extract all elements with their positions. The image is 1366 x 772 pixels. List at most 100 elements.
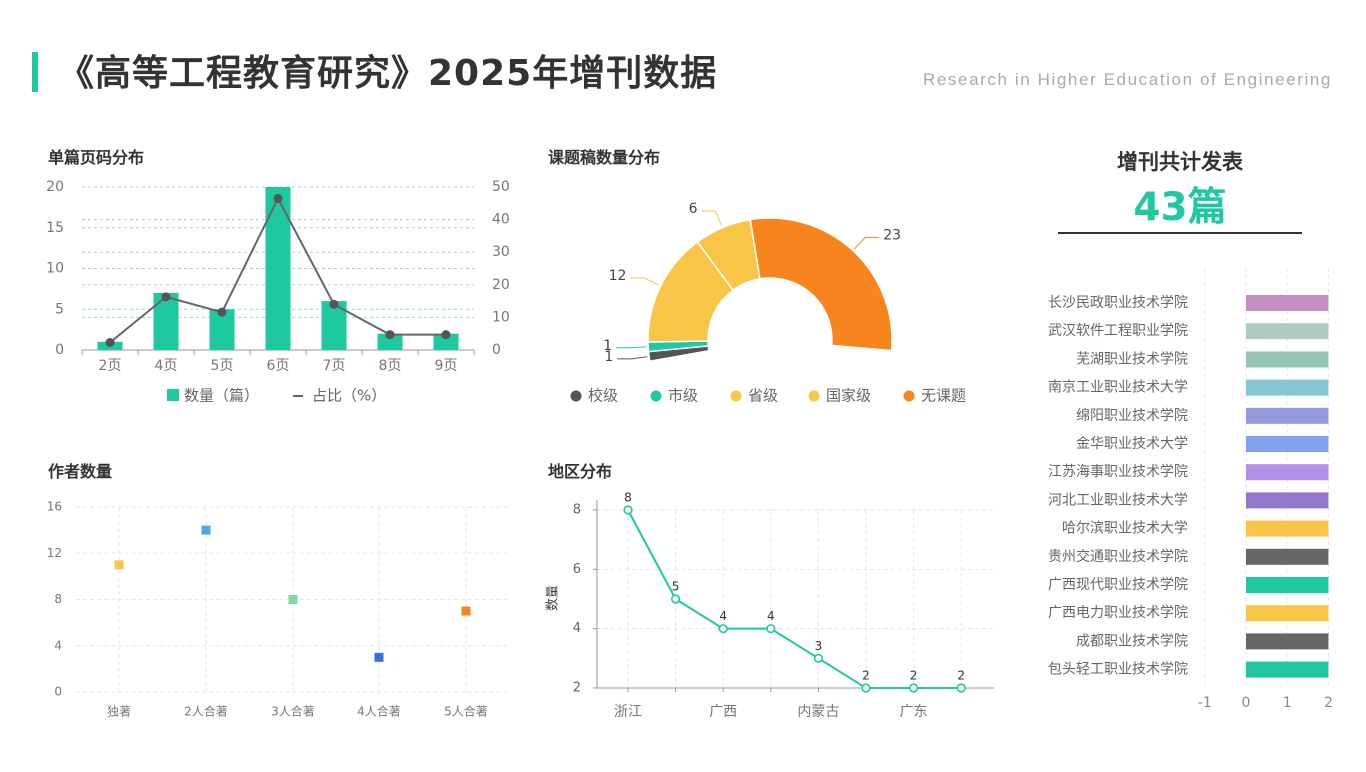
bar-南京工业职业技术大学 (1246, 379, 1329, 396)
line-point-9页 (441, 330, 451, 340)
x-tick-label: 2人合著 (184, 704, 228, 719)
y-tick-label: 8 (54, 592, 62, 606)
bar-label-南京工业职业技术大学: 南京工业职业技术大学 (1048, 380, 1188, 396)
line-point (813, 653, 824, 663)
bar-4页 (153, 292, 179, 350)
data-label: 2 (862, 669, 870, 683)
slice-label-市级: 1 (603, 338, 612, 354)
data-label: 4 (719, 609, 727, 623)
x-tick-label: 2 (1324, 695, 1333, 711)
y-right-tick-label: 30 (492, 244, 510, 260)
page-subtitle: Research in Higher Education of Engineer… (922, 70, 1332, 89)
legend-label-省级: 省级 (748, 387, 778, 405)
y-tick-label: 0 (54, 685, 62, 699)
series-line (627, 509, 962, 689)
bar-芜湖职业技术学院 (1246, 351, 1329, 368)
y-right-tick-label: 40 (492, 212, 510, 228)
bar-长沙民政职业技术学院 (1246, 295, 1329, 311)
bar-label-江苏海事职业技术学院: 江苏海事职业技术学院 (1048, 464, 1188, 480)
total-value: 43篇 (1133, 185, 1227, 230)
y-tick-label: 4 (54, 638, 62, 652)
x-tick-label: 独著 (107, 705, 131, 719)
line-point (670, 594, 681, 604)
x-tick-label: 6页 (267, 358, 290, 374)
slice-leader-市级 (616, 346, 647, 349)
bar-绵阳职业技术学院 (1246, 407, 1329, 424)
data-label: 8 (624, 491, 632, 505)
bar-贵州交通职业技术学院 (1246, 548, 1329, 565)
line-point-5页 (217, 307, 227, 317)
y-right-tick-label: 20 (492, 277, 510, 293)
x-tick-label: 8页 (379, 358, 402, 374)
bar-label-包头轻工职业技术学院: 包头轻工职业技术学院 (1048, 662, 1188, 678)
point-5人合著 (461, 606, 471, 616)
chart-title-page-count: 单篇页码分布 (48, 148, 145, 167)
x-tick-label: 4人合著 (357, 704, 401, 719)
bar-6页 (265, 187, 291, 350)
bar-label-绵阳职业技术学院: 绵阳职业技术学院 (1076, 407, 1188, 424)
line-point-8页 (385, 330, 395, 340)
bar-label-河北工业职业技术大学: 河北工业职业技术大学 (1048, 492, 1188, 508)
y-tick-label: 8 (573, 503, 581, 518)
slice-label-校级: 1 (604, 349, 613, 365)
y-tick-label: 16 (47, 500, 62, 514)
y-right-tick-label: 0 (492, 342, 501, 358)
slice-leader-国家级 (701, 210, 723, 226)
page-title: 《高等工程教育研究》2025年增刊数据 (58, 53, 718, 94)
point-独著 (114, 560, 124, 570)
data-label: 3 (815, 639, 823, 653)
bar-9页 (433, 333, 459, 350)
y-left-tick-label: 15 (46, 220, 64, 236)
y-axis-label: 数量 (546, 585, 561, 611)
bar-江苏海事职业技术学院 (1246, 464, 1329, 481)
data-label: 5 (672, 580, 680, 594)
bar-成都职业技术学院 (1246, 633, 1329, 650)
x-tick-label: 3人合著 (271, 704, 315, 719)
x-tick-label: 4页 (155, 358, 178, 374)
y-right-tick-label: 50 (492, 179, 510, 195)
x-tick-label: 5页 (211, 358, 234, 374)
y-left-tick-label: 0 (55, 342, 64, 358)
legend-dot-校级 (570, 390, 582, 402)
y-left-tick-label: 10 (46, 261, 64, 277)
bar-label-贵州交通职业技术学院: 贵州交通职业技术学院 (1048, 548, 1188, 565)
line-point-7页 (329, 299, 339, 309)
point-3人合著 (288, 595, 298, 604)
bar-金华职业技术大学 (1246, 436, 1329, 452)
slice-label-省级: 12 (609, 268, 627, 284)
x-tick-label: 9页 (435, 358, 458, 374)
bar-label-长沙民政职业技术学院: 长沙民政职业技术学院 (1048, 295, 1188, 311)
chart-title-authors: 作者数量 (48, 462, 113, 481)
bar-label-广西现代职业技术学院: 广西现代职业技术学院 (1048, 577, 1188, 593)
bar-哈尔滨职业技术大学 (1246, 520, 1329, 537)
y-right-tick-label: 10 (492, 309, 510, 325)
point-4人合著 (374, 652, 384, 662)
legend-swatch-bar (167, 389, 179, 401)
chart-title-topic: 课题稿数量分布 (548, 148, 661, 167)
line-point (718, 624, 728, 634)
line-point (861, 683, 871, 693)
chart-title-region: 地区分布 (548, 462, 613, 481)
data-label: 2 (957, 669, 965, 683)
legend-dot-市级 (650, 390, 662, 402)
slice-leader-无课题 (853, 236, 880, 250)
y-tick-label: 6 (573, 562, 581, 577)
bar-广西电力职业技术学院 (1246, 605, 1329, 622)
bar-label-哈尔滨职业技术大学: 哈尔滨职业技术大学 (1062, 521, 1188, 537)
data-label: 2 (910, 669, 918, 683)
legend-label-市级: 市级 (668, 387, 698, 405)
slice-无课题 (749, 217, 893, 352)
bar-8页 (377, 333, 403, 350)
total-divider (1058, 232, 1302, 234)
bar-包头轻工职业技术学院 (1246, 661, 1329, 678)
bar-label-芜湖职业技术学院: 芜湖职业技术学院 (1076, 350, 1188, 367)
slice-leader-省级 (630, 277, 660, 286)
line-point (623, 505, 633, 515)
legend-label-国家级: 国家级 (826, 387, 871, 405)
bar-label-成都职业技术学院: 成都职业技术学院 (1076, 633, 1188, 649)
point-2人合著 (201, 525, 211, 535)
slice-label-无课题: 23 (883, 227, 901, 243)
line-point (766, 624, 776, 634)
bar-武汉软件工程职业学院 (1246, 323, 1329, 340)
